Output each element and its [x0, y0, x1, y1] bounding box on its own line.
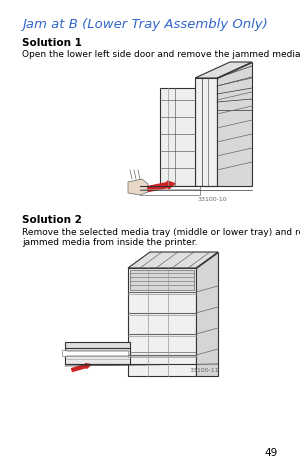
Polygon shape [65, 342, 130, 348]
Polygon shape [140, 186, 200, 195]
FancyArrow shape [148, 181, 175, 192]
Bar [195, 78, 217, 186]
Polygon shape [62, 350, 128, 356]
Bar [128, 268, 196, 376]
Polygon shape [195, 62, 252, 78]
Bar [160, 88, 195, 186]
Text: 33100-10: 33100-10 [198, 197, 228, 202]
Text: Remove the selected media tray (middle or lower tray) and remove the
jammed medi: Remove the selected media tray (middle o… [22, 228, 300, 247]
Polygon shape [128, 252, 218, 268]
Polygon shape [65, 348, 130, 364]
Text: Solution 1: Solution 1 [22, 38, 82, 48]
FancyArrow shape [72, 363, 91, 371]
Text: Open the lower left side door and remove the jammed media.: Open the lower left side door and remove… [22, 50, 300, 59]
Polygon shape [217, 62, 252, 186]
Polygon shape [196, 252, 218, 376]
Polygon shape [128, 179, 148, 195]
Text: 49: 49 [265, 448, 278, 458]
Text: Solution 2: Solution 2 [22, 215, 82, 225]
Text: 33100-11: 33100-11 [190, 368, 220, 373]
Text: Jam at B (Lower Tray Assembly Only): Jam at B (Lower Tray Assembly Only) [22, 18, 268, 31]
Bar [130, 270, 194, 290]
